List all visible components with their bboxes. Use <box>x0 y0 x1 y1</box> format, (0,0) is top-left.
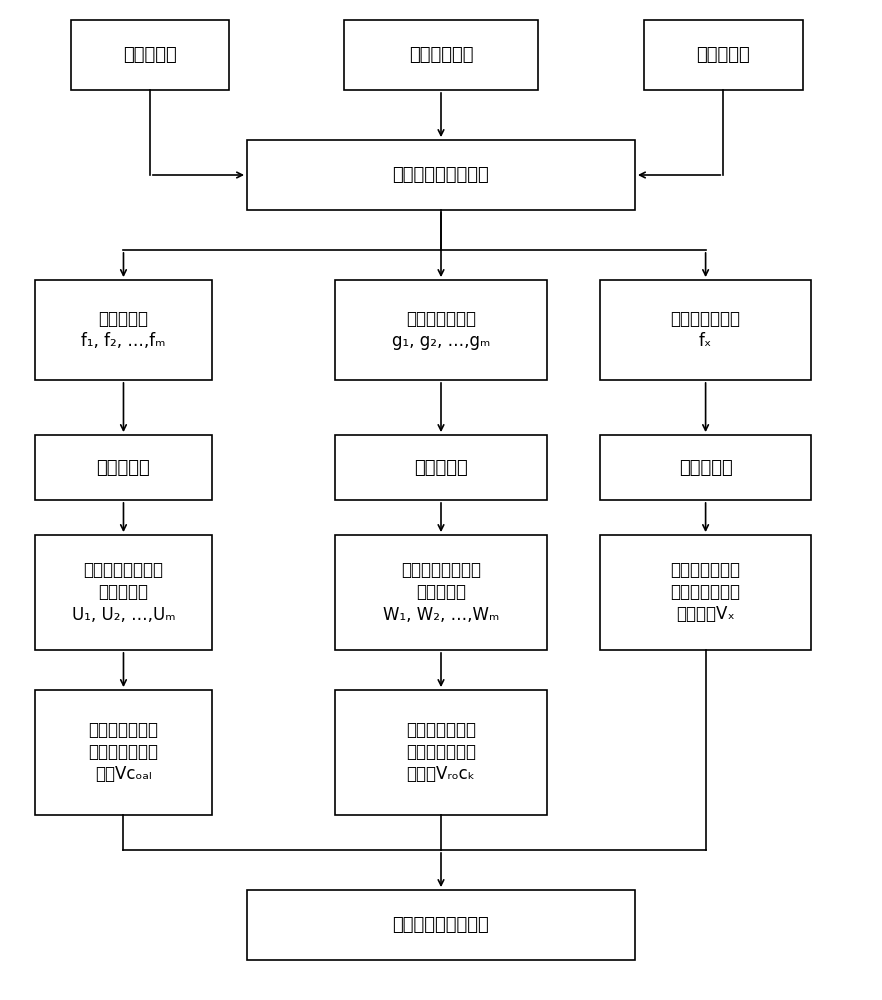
Text: 向量Vᴄₒₐₗ: 向量Vᴄₒₐₗ <box>95 766 152 784</box>
FancyBboxPatch shape <box>644 20 803 90</box>
Text: 度纹理能量分布: 度纹理能量分布 <box>88 744 159 762</box>
FancyBboxPatch shape <box>35 435 212 500</box>
Text: 分布向量Vₓ: 分布向量Vₓ <box>676 605 735 624</box>
Text: 计算岩石平均多: 计算岩石平均多 <box>406 722 476 740</box>
FancyBboxPatch shape <box>600 280 811 380</box>
Text: 提取多尺度纹理能: 提取多尺度纹理能 <box>84 562 163 580</box>
Text: 计算煤平均多尺: 计算煤平均多尺 <box>88 722 159 740</box>
Text: 尺度纹理能量分: 尺度纹理能量分 <box>406 744 476 762</box>
FancyBboxPatch shape <box>335 535 547 650</box>
Text: 多小波变换: 多小波变换 <box>415 458 467 477</box>
Text: f₁, f₂, …,fₘ: f₁, f₂, …,fₘ <box>81 332 166 350</box>
Text: 量分布向量: 量分布向量 <box>416 584 466 601</box>
Text: 煤训练样本: 煤训练样本 <box>123 46 176 64</box>
Text: W₁, W₂, …,Wₘ: W₁, W₂, …,Wₘ <box>383 605 499 624</box>
Text: 多尺度纹理能量: 多尺度纹理能量 <box>670 584 741 601</box>
FancyBboxPatch shape <box>35 280 212 380</box>
Text: 识别煤岩对象的类型: 识别煤岩对象的类型 <box>392 916 490 934</box>
FancyBboxPatch shape <box>247 140 635 210</box>
FancyBboxPatch shape <box>600 535 811 650</box>
Text: 煤样本图像: 煤样本图像 <box>99 310 148 328</box>
FancyBboxPatch shape <box>247 890 635 960</box>
FancyBboxPatch shape <box>344 20 538 90</box>
FancyBboxPatch shape <box>335 435 547 500</box>
FancyBboxPatch shape <box>35 535 212 650</box>
Text: 多小波变换: 多小波变换 <box>97 458 150 477</box>
Text: 布向量Vᵣₒᴄₖ: 布向量Vᵣₒᴄₖ <box>407 766 475 784</box>
Text: 岩石训练样本: 岩石训练样本 <box>408 46 474 64</box>
Text: 量分布向量: 量分布向量 <box>99 584 148 601</box>
Text: U₁, U₂, …,Uₘ: U₁, U₂, …,Uₘ <box>71 605 176 624</box>
Text: 图像采集并截取子图: 图像采集并截取子图 <box>392 166 490 184</box>
Text: g₁, g₂, …,gₘ: g₁, g₂, …,gₘ <box>392 332 490 350</box>
Text: 多小波变换: 多小波变换 <box>679 458 732 477</box>
Text: fₓ: fₓ <box>699 332 713 350</box>
Text: 提取待识别样本: 提取待识别样本 <box>670 562 741 580</box>
Text: 待识别样本: 待识别样本 <box>697 46 750 64</box>
FancyBboxPatch shape <box>600 435 811 500</box>
Text: 提取多尺度纹理能: 提取多尺度纹理能 <box>401 562 481 580</box>
FancyBboxPatch shape <box>71 20 229 90</box>
Text: 待识别样本图像: 待识别样本图像 <box>670 310 741 328</box>
FancyBboxPatch shape <box>35 690 212 815</box>
FancyBboxPatch shape <box>335 280 547 380</box>
Text: 岩石样本图像集: 岩石样本图像集 <box>406 310 476 328</box>
FancyBboxPatch shape <box>335 690 547 815</box>
